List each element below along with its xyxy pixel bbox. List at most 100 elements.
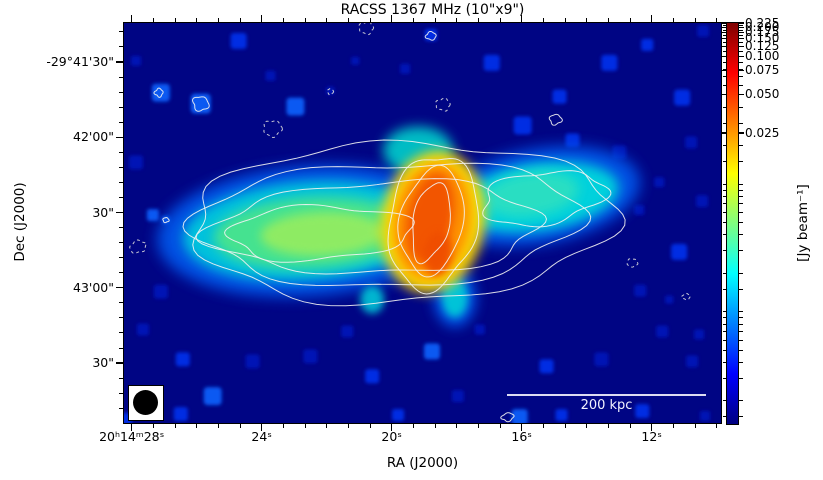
contour-line	[162, 217, 170, 224]
colorbar-minor-tick-left	[722, 144, 726, 146]
colorbar-minor-tick	[739, 221, 743, 223]
contour-line	[424, 30, 437, 41]
colorbar-minor-tick-left	[722, 323, 726, 325]
colorbar-minor-tick-left	[722, 68, 726, 70]
x-minor-tick	[607, 424, 609, 428]
y-major-tick	[116, 136, 123, 138]
x-minor-tick	[196, 424, 198, 428]
contour-line	[192, 96, 210, 112]
colorbar-minor-tick-left	[722, 377, 726, 379]
y-major-tick	[116, 211, 123, 214]
colorbar-minor-tick-left	[722, 330, 726, 332]
colorbar-minor-tick-left	[722, 249, 726, 251]
colorbar-minor-tick-left	[722, 42, 726, 43]
y-tick-label-3: 43'00"	[73, 279, 114, 295]
noise-blob	[671, 243, 688, 260]
contour-line	[482, 170, 612, 228]
colorbar-minor-tick	[739, 183, 743, 185]
colorbar-major-tick	[739, 70, 744, 72]
source-emission-blob	[441, 277, 468, 318]
contour-line	[224, 203, 415, 263]
noise-blob	[153, 284, 168, 299]
colorbar-major-tick	[739, 26, 744, 28]
noise-blob	[451, 390, 464, 403]
x-minor-tick-top	[369, 18, 371, 22]
y-minor-tick	[119, 121, 123, 123]
colorbar-minor-tick-left	[722, 221, 726, 223]
colorbar-minor-tick-left	[722, 29, 726, 31]
noise-blob	[423, 343, 440, 360]
noise-blob	[365, 369, 380, 384]
x-minor-tick	[629, 424, 631, 428]
noise-blob	[392, 409, 405, 422]
noise-blob	[674, 89, 691, 106]
x-minor-tick	[586, 424, 588, 428]
x-minor-tick	[217, 424, 219, 428]
noise-blob	[173, 407, 188, 422]
beam-box	[128, 385, 164, 421]
colorbar-major-tick	[739, 45, 744, 47]
x-minor-tick-top	[217, 18, 219, 22]
colorbar-minor-tick	[739, 316, 743, 318]
colorbar-minor-tick-left	[722, 316, 726, 318]
x-tick-label-3: 16ˢ	[511, 429, 532, 444]
noise-blob	[635, 404, 650, 419]
x-minor-tick-top	[239, 18, 241, 22]
noise-blob	[696, 195, 709, 208]
figure-title: RACSS 1367 MHz (10"x9")	[340, 2, 525, 18]
x-minor-tick-top	[564, 18, 566, 22]
colorbar-minor-tick	[739, 323, 743, 325]
x-minor-tick	[347, 424, 349, 428]
y-minor-tick	[119, 106, 123, 108]
colorbar-minor-tick-left	[722, 211, 726, 213]
y-minor-tick	[119, 407, 123, 409]
noise-blob	[513, 116, 532, 135]
colorbar-minor-tick	[739, 144, 743, 146]
contour-line	[548, 113, 563, 126]
x-minor-tick-top	[412, 18, 414, 22]
y-tick-label-0: -29°41'30"	[46, 54, 114, 69]
x-major-tick-top	[651, 15, 653, 22]
noise-blob	[665, 295, 674, 304]
noise-blob	[128, 155, 143, 170]
noise-blob	[351, 56, 360, 65]
colorbar-minor-tick	[739, 272, 743, 274]
x-minor-tick	[434, 424, 436, 428]
colorbar-minor-tick-left	[722, 349, 726, 351]
y-minor-tick	[119, 347, 123, 349]
colorbar-minor-tick	[739, 84, 743, 86]
noise-blob	[175, 352, 190, 367]
x-minor-tick	[412, 424, 414, 428]
colorbar-minor-tick-left	[722, 189, 726, 191]
colorbar-minor-tick-left	[722, 61, 726, 63]
noise-blob	[136, 323, 149, 336]
noise-blob	[700, 411, 711, 422]
y-minor-tick	[119, 91, 123, 93]
y-minor-tick	[119, 377, 123, 379]
beam-ellipse-icon	[133, 390, 158, 415]
colorbar-minor-tick-left	[722, 24, 726, 26]
noise-blob	[151, 83, 170, 102]
x-minor-tick-top	[607, 18, 609, 22]
colorbar-minor-tick	[739, 24, 743, 26]
colorbar-minor-tick-left	[722, 339, 726, 341]
colorbar-minor-tick	[739, 249, 743, 251]
colorbar-minor-tick-left	[722, 195, 726, 197]
y-minor-tick	[119, 151, 123, 153]
x-minor-tick-top	[304, 18, 306, 22]
colorbar-major-tick	[739, 132, 744, 134]
noise-blob	[303, 349, 318, 364]
noise-blob	[634, 284, 647, 297]
x-major-tick-top	[131, 15, 133, 22]
x-major-tick	[261, 424, 263, 431]
noise-blob	[686, 355, 699, 368]
x-major-tick-top	[521, 15, 523, 22]
colorbar-minor-tick-left	[722, 399, 726, 401]
colorbar-minor-tick-left	[722, 288, 726, 290]
x-minor-tick-top	[347, 18, 349, 22]
colorbar-tick-label-1: 0.200	[745, 19, 780, 34]
x-minor-tick	[564, 424, 566, 428]
y-minor-tick	[119, 197, 123, 198]
colorbar-major-tick-left	[721, 32, 726, 34]
y-minor-tick	[119, 317, 123, 319]
